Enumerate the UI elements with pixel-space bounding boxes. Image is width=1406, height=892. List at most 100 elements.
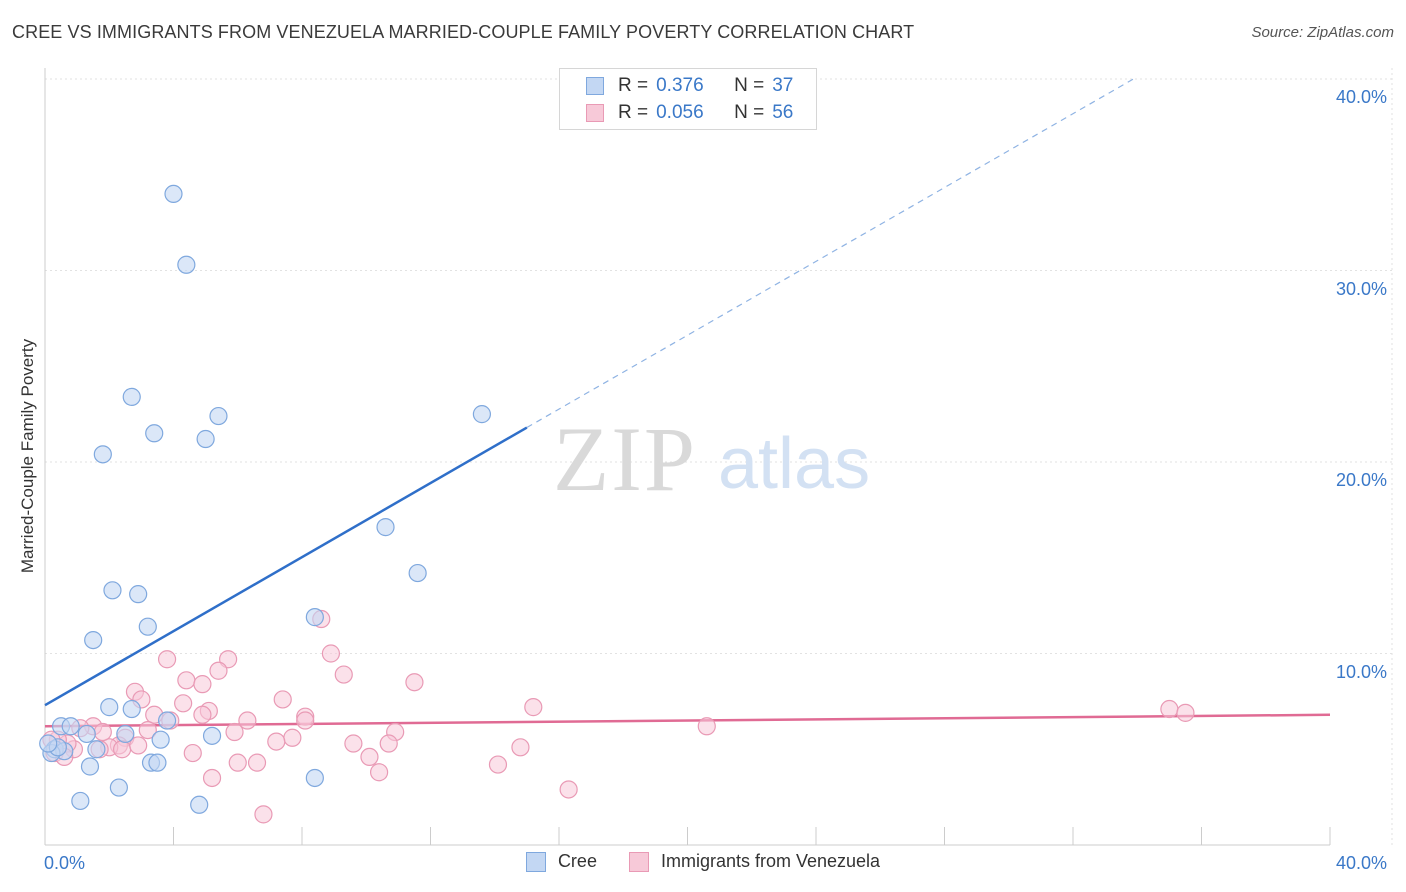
point-cree — [87, 740, 106, 759]
point-cree — [77, 724, 96, 744]
point-venezuela — [193, 705, 212, 724]
point-cree — [122, 387, 141, 406]
point-cree — [39, 734, 58, 753]
point-cree — [122, 699, 141, 719]
point-venezuela — [370, 763, 389, 782]
point-cree — [116, 724, 135, 744]
y-tick-label: 30.0% — [1336, 278, 1388, 299]
point-venezuela — [138, 720, 157, 740]
point-venezuela — [488, 755, 508, 774]
point-venezuela — [296, 711, 315, 730]
data-points — [39, 184, 1195, 824]
point-cree — [408, 563, 427, 583]
point-venezuela — [267, 732, 286, 751]
legend-label-venezuela: Immigrants from Venezuela — [660, 851, 881, 871]
point-venezuela — [321, 644, 341, 663]
point-venezuela — [379, 734, 398, 753]
point-cree — [100, 698, 119, 717]
legend-n-label: N = — [734, 102, 765, 123]
legend-n-label: N = — [734, 75, 765, 96]
watermark-zip: ZIP — [553, 408, 697, 510]
point-venezuela — [405, 673, 424, 692]
point-cree — [164, 184, 183, 203]
legend-item-cree[interactable]: Cree — [525, 851, 597, 872]
point-venezuela — [174, 694, 193, 713]
legend-row-cree: R = 0.376 N = 37 — [586, 73, 793, 99]
point-cree — [305, 768, 324, 788]
legend-r-label: R = — [618, 75, 649, 96]
point-cree — [109, 778, 128, 797]
point-venezuela — [209, 661, 228, 680]
point-cree — [93, 445, 112, 464]
point-cree — [209, 406, 228, 426]
legend-n-value-venezuela: 56 — [772, 102, 794, 123]
point-cree — [138, 617, 157, 636]
point-cree — [157, 711, 177, 730]
trend-line-cree — [44, 426, 528, 707]
point-venezuela — [193, 675, 212, 694]
source-label: Source: ZipAtlas.com — [1251, 24, 1394, 41]
point-venezuela — [228, 753, 247, 772]
legend-r-value-cree: 0.376 — [656, 75, 704, 96]
point-venezuela — [238, 711, 257, 730]
point-cree — [103, 581, 122, 600]
watermark: ZIP atlas — [553, 408, 870, 510]
series-legend: Cree Immigrants from Venezuela — [0, 851, 1406, 872]
x-tick-label-min: 0.0% — [44, 853, 86, 873]
legend-r-label: R = — [618, 102, 649, 123]
point-venezuela — [559, 780, 578, 799]
legend-item-venezuela[interactable]: Immigrants from Venezuela — [628, 851, 881, 872]
point-venezuela — [273, 690, 292, 709]
point-cree — [145, 424, 164, 443]
stats-legend: R = 0.376 N = 37 R = 0.056 N = 56 — [559, 68, 817, 130]
legend-swatch-venezuela — [586, 104, 604, 122]
point-venezuela — [93, 722, 112, 742]
trend-line-cree-extension — [526, 77, 1136, 429]
legend-r-value-venezuela: 0.056 — [656, 102, 704, 123]
point-venezuela — [247, 753, 267, 772]
point-venezuela — [283, 728, 302, 747]
y-tick-label: 10.0% — [1336, 661, 1388, 682]
point-venezuela — [524, 698, 543, 717]
point-cree — [177, 255, 196, 274]
point-cree — [71, 791, 90, 811]
point-venezuela — [254, 805, 273, 824]
point-venezuela — [334, 665, 353, 684]
y-tick-label: 20.0% — [1336, 470, 1388, 490]
point-venezuela — [1160, 699, 1179, 719]
point-venezuela — [177, 671, 196, 690]
x-tick-label-max: 40.0% — [1336, 853, 1388, 873]
legend-swatch-venezuela — [628, 851, 649, 872]
point-cree — [190, 795, 209, 814]
point-cree — [196, 429, 215, 449]
point-cree — [472, 405, 491, 424]
legend-swatch-cree — [525, 851, 546, 872]
point-venezuela — [697, 717, 716, 736]
point-cree — [376, 518, 395, 537]
point-venezuela — [360, 747, 379, 767]
legend-row-venezuela: R = 0.056 N = 56 — [586, 100, 793, 126]
point-venezuela — [511, 738, 530, 757]
point-cree — [151, 730, 170, 749]
trend-lines — [44, 77, 1331, 728]
watermark-atlas: atlas — [718, 424, 870, 504]
point-venezuela — [129, 736, 148, 755]
point-venezuela — [157, 650, 177, 669]
point-cree — [80, 757, 100, 776]
point-cree — [61, 717, 80, 736]
point-venezuela — [202, 768, 222, 788]
point-cree — [305, 608, 324, 627]
legend-label-cree: Cree — [557, 851, 597, 871]
point-cree — [202, 726, 222, 745]
point-cree — [84, 630, 103, 650]
point-venezuela — [1176, 703, 1195, 722]
point-cree — [129, 585, 148, 604]
point-venezuela — [225, 722, 244, 742]
chart-title: CREE VS IMMIGRANTS FROM VENEZUELA MARRIE… — [12, 22, 915, 42]
legend-swatch-cree — [586, 77, 604, 95]
y-tick-label: 40.0% — [1336, 87, 1388, 107]
point-venezuela — [344, 734, 363, 753]
trend-line-venezuela — [44, 713, 1331, 728]
point-cree — [148, 753, 167, 772]
